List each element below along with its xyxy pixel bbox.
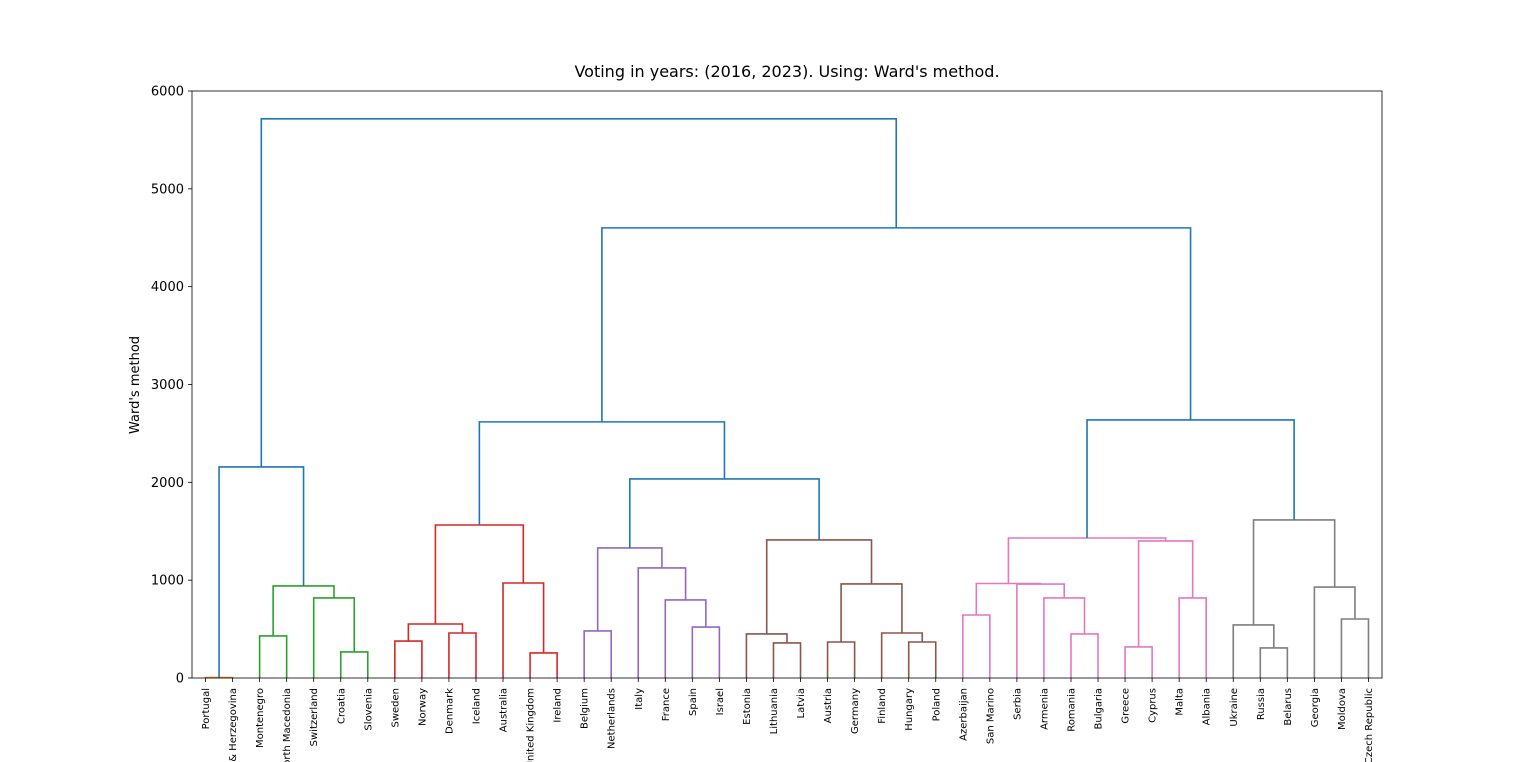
dendrogram-link bbox=[434, 524, 525, 624]
x-tick-label: Latvia bbox=[796, 688, 807, 718]
x-tick-label: Hungary bbox=[904, 688, 915, 731]
x-tick-label: Azerbaijan bbox=[958, 688, 969, 741]
x-tick-label: Ireland bbox=[553, 688, 564, 723]
x-tick-label: Norway bbox=[417, 688, 428, 726]
x-tick-label: Belgium bbox=[580, 688, 591, 729]
x-tick-label: Romania bbox=[1066, 688, 1077, 732]
x-tick-label: Bosnia & Herzegovina bbox=[228, 688, 239, 762]
x-tick-label: Netherlands bbox=[607, 688, 618, 749]
dendrogram-link bbox=[258, 635, 288, 678]
x-tick-label: Estonia bbox=[742, 688, 753, 725]
dendrogram-link bbox=[1086, 419, 1295, 538]
x-tick-label: Czech Republic bbox=[1364, 688, 1375, 762]
chart-title: Voting in years: (2016, 2023). Using: Wa… bbox=[574, 62, 999, 81]
x-tick-label: Montenegro bbox=[255, 688, 266, 748]
y-tick-label: 6000 bbox=[151, 85, 184, 100]
x-tick-label: Ukraine bbox=[1229, 688, 1240, 727]
x-tick-label: Georgia bbox=[1310, 688, 1321, 727]
dendrogram-link bbox=[601, 227, 1192, 422]
x-tick-label: Bulgaria bbox=[1094, 688, 1105, 729]
x-tick-label: Lithuania bbox=[769, 688, 780, 734]
dendrogram-link bbox=[880, 632, 924, 678]
x-tick-label: United Kingdom bbox=[526, 688, 537, 762]
dendrogram-link bbox=[691, 626, 721, 678]
x-tick-label: Sweden bbox=[390, 688, 401, 728]
x-tick-label: Moldova bbox=[1337, 688, 1348, 730]
x-tick-label: Israel bbox=[715, 688, 726, 715]
x-tick-label: Slovenia bbox=[363, 688, 374, 731]
y-tick-label: 3000 bbox=[151, 378, 184, 393]
x-tick-label: Italy bbox=[634, 688, 645, 710]
y-tick-label: 4000 bbox=[151, 280, 184, 295]
x-tick-label: Poland bbox=[931, 688, 942, 721]
x-tick-label: Finland bbox=[877, 688, 888, 724]
x-tick-label: Germany bbox=[850, 688, 861, 734]
y-tick-label: 5000 bbox=[151, 182, 184, 197]
x-tick-label: San Marino bbox=[985, 688, 996, 744]
dendrogram-link bbox=[260, 117, 898, 467]
x-tick-label: Cyprus bbox=[1148, 688, 1159, 723]
x-tick-label: Iceland bbox=[471, 688, 482, 724]
y-tick-label: 0 bbox=[176, 672, 184, 687]
dendrogram-link bbox=[448, 632, 477, 678]
dendrogram-link bbox=[1124, 646, 1153, 678]
dendrogram-link bbox=[218, 466, 305, 678]
x-tick-label: Croatia bbox=[336, 688, 347, 724]
x-tick-label: Serbia bbox=[1012, 688, 1023, 720]
x-tick-label: France bbox=[661, 688, 672, 721]
dendrogram-link bbox=[637, 567, 687, 678]
x-tick-label: Australia bbox=[499, 688, 510, 732]
y-tick-label: 2000 bbox=[151, 476, 184, 491]
x-tick-label: Malta bbox=[1175, 688, 1186, 716]
x-tick-label: Austria bbox=[823, 688, 834, 723]
x-tick-label: Greece bbox=[1121, 688, 1132, 724]
x-tick-label: Belarus bbox=[1283, 688, 1294, 726]
dendrogram-link bbox=[772, 642, 802, 678]
x-tick-label: Albania bbox=[1202, 688, 1213, 725]
x-tick-label: Portugal bbox=[201, 688, 212, 729]
dendrogram-link bbox=[502, 582, 545, 678]
x-tick-label: Russia bbox=[1256, 688, 1267, 720]
x-tick-label: North Macedonia bbox=[282, 688, 293, 762]
x-tick-label: Denmark bbox=[444, 688, 455, 734]
x-tick-label: Armenia bbox=[1039, 688, 1050, 730]
dendrogram-link bbox=[529, 652, 558, 678]
y-axis-label: Ward's method bbox=[128, 336, 143, 434]
x-tick-label: Spain bbox=[688, 688, 699, 716]
x-tick-label: Switzerland bbox=[309, 688, 320, 746]
y-tick-label: 1000 bbox=[151, 574, 184, 589]
axes-frame bbox=[191, 90, 1383, 679]
plot-area: 0 1000 2000 3000 4000 5000 6000 Portugal Bosnia … bbox=[151, 85, 1375, 762]
dendrogram-link bbox=[272, 585, 335, 636]
